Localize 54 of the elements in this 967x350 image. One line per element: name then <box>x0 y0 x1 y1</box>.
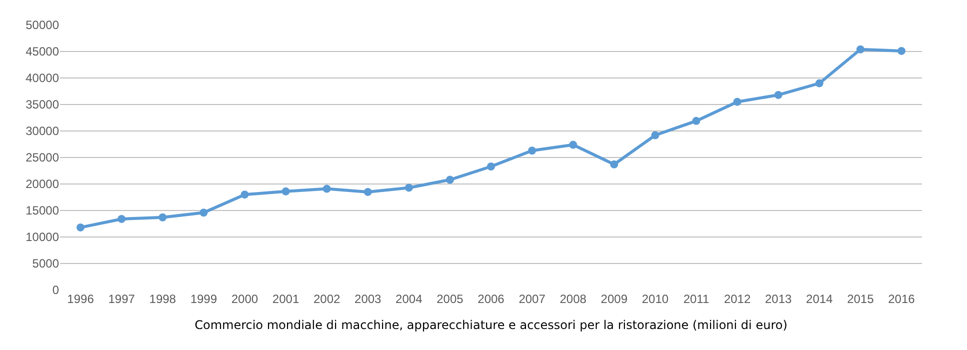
point <box>364 188 372 196</box>
point <box>446 176 454 184</box>
point <box>815 79 824 88</box>
x-tick-label: 2011 <box>683 292 710 306</box>
x-tick-label: 2013 <box>764 292 792 306</box>
x-tick-label: 2012 <box>724 292 751 306</box>
point <box>528 146 536 155</box>
x-tick-label: 1998 <box>149 292 176 306</box>
point <box>200 208 208 217</box>
x-tick-label: 2008 <box>560 292 587 306</box>
y-tick-label: 10000 <box>26 230 60 244</box>
point <box>322 184 331 193</box>
x-tick-label: 2006 <box>478 292 505 306</box>
x-tick-label: 2014 <box>806 292 834 306</box>
point <box>76 223 85 232</box>
x-tick-label: 1997 <box>108 292 136 306</box>
y-tick-label: 35000 <box>26 98 60 112</box>
point <box>651 131 660 140</box>
point <box>733 98 742 106</box>
x-tick-label: 2001 <box>272 292 300 306</box>
y-tick-label: 50000 <box>26 18 60 32</box>
x-axis-title: Commercio mondiale di macchine, apparecchiature e accessori per la ristorazione (milioni di euro) <box>194 318 788 332</box>
y-tick-label: 30000 <box>26 124 60 138</box>
point <box>692 116 700 125</box>
x-tick-label: 2007 <box>518 292 546 306</box>
x-tick-label: 1999 <box>190 292 218 306</box>
x-tick-label: 2002 <box>313 292 340 306</box>
y-tick-label: 0 <box>52 283 60 298</box>
point <box>282 187 290 196</box>
point <box>569 140 578 149</box>
y-tick-label: 20000 <box>26 177 60 192</box>
point <box>158 213 167 222</box>
x-tick-label: 2010 <box>642 292 669 306</box>
x-tick-label: 2004 <box>396 292 423 306</box>
point <box>774 90 782 99</box>
x-tick-label: 1996 <box>67 292 94 306</box>
point <box>118 214 126 223</box>
y-tick-label: 40000 <box>26 71 60 86</box>
y-tick-label: 45000 <box>26 44 60 59</box>
point <box>897 46 906 55</box>
x-tick-label: 2015 <box>847 292 874 306</box>
point <box>404 184 413 192</box>
y-tick-label: 15000 <box>26 204 60 218</box>
x-tick-label: 2005 <box>436 292 464 306</box>
x-tick-label: 2009 <box>600 292 628 306</box>
y-tick-label: 25000 <box>26 150 60 165</box>
point <box>856 45 864 54</box>
y-tick-label: 5000 <box>32 256 60 271</box>
x-tick-label: 2000 <box>231 292 258 306</box>
x-tick-label: 2016 <box>888 292 916 306</box>
point <box>240 190 249 199</box>
point <box>487 162 495 171</box>
point <box>610 160 618 168</box>
x-tick-label: 2003 <box>354 292 382 306</box>
